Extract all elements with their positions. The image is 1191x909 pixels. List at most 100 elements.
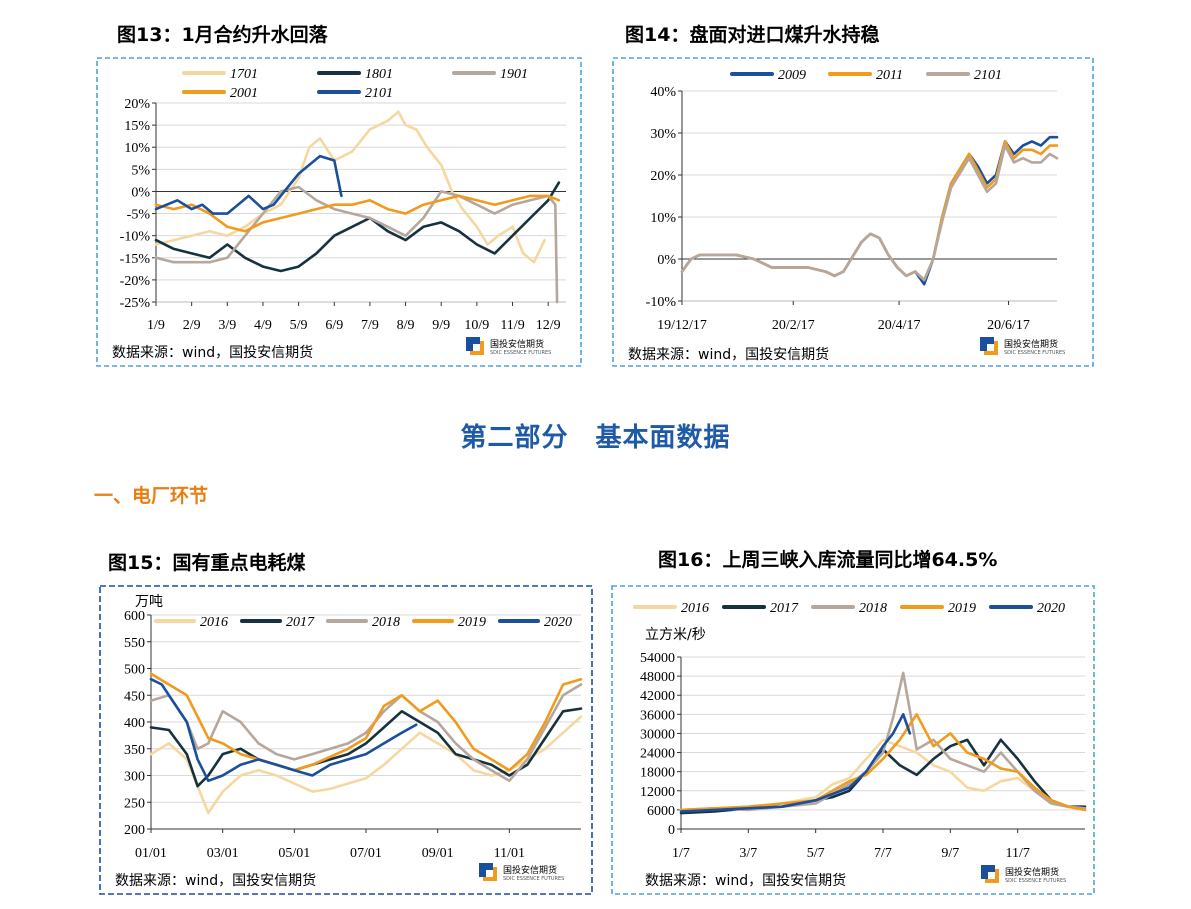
c16-logo-name: 国投安信期货 bbox=[1005, 866, 1059, 878]
c14-border bbox=[612, 57, 1094, 367]
c15-ytick-label: 450 bbox=[124, 689, 145, 704]
c16-ytick-label: 12000 bbox=[640, 785, 675, 800]
chart15-panel: 600 550 500 450 400 350 300 250 200 01/01 03/01 05/… bbox=[99, 585, 593, 895]
c14-logo-sub: SDIC ESSENCE FUTURES bbox=[1004, 350, 1065, 356]
c15-ytick-label: 300 bbox=[124, 770, 145, 785]
c15-xtick-label: 11/01 bbox=[494, 846, 525, 861]
c16-xtick-label: 7/7 bbox=[874, 846, 892, 861]
c14-xtick-label: 20/4/17 bbox=[878, 318, 921, 333]
c15-series-2019 bbox=[149, 672, 583, 772]
c14-ytick-label: -10% bbox=[646, 295, 677, 310]
chart16-panel: 54000 48000 42000 36000 30000 24000 18000 12000… bbox=[611, 585, 1095, 895]
chart16-svg: 54000 48000 42000 36000 30000 24000 18000 12000… bbox=[611, 585, 1095, 895]
c13-xtick-label: 2/9 bbox=[183, 318, 201, 333]
c13-logo-name: 国投安信期货 bbox=[490, 338, 544, 350]
c14-legend-label: 2101 bbox=[974, 68, 1002, 83]
c15-ytick-label: 550 bbox=[124, 636, 145, 651]
chart14-svg: 40% 30% 20% 10% 0% -10% 19/12/17 20/2/17 20/4/17… bbox=[612, 57, 1094, 367]
c13-ytick-label: -15% bbox=[120, 252, 151, 267]
c14-ytick-label: 40% bbox=[650, 85, 676, 100]
chart15-svg: 600 550 500 450 400 350 300 250 200 01/01 03/01 05/… bbox=[99, 585, 593, 895]
c15-ytick-label: 400 bbox=[124, 716, 145, 731]
c13-ytick-label: -10% bbox=[120, 230, 151, 245]
c13-legend-label: 2001 bbox=[230, 86, 258, 101]
chart14-title: 图14：盘面对进口煤升水持稳 bbox=[625, 24, 880, 46]
c13-ytick-label: 10% bbox=[124, 141, 150, 156]
c13-legend-label: 2101 bbox=[365, 86, 393, 101]
chart15-title: 图15：国有重点电耗煤 bbox=[108, 552, 306, 574]
c13-ytick-label: -20% bbox=[120, 274, 151, 289]
c15-xtick-label: 09/01 bbox=[422, 846, 454, 861]
c16-xtick-label: 5/7 bbox=[807, 846, 825, 861]
c15-legend-label: 2018 bbox=[372, 615, 400, 630]
c15-series-2016 bbox=[149, 715, 583, 815]
chart13-title: 图13：1月合约升水回落 bbox=[117, 24, 328, 46]
c16-xtick-label: 1/7 bbox=[672, 846, 690, 861]
c14-legend-label: 2011 bbox=[876, 68, 903, 83]
c16-logo-sub: SDIC ESSENCE FUTURES bbox=[1005, 878, 1066, 884]
c15-xtick-label: 05/01 bbox=[278, 846, 310, 861]
c15-source: 数据来源：wind，国投安信期货 bbox=[115, 872, 316, 889]
c16-legend-label: 2020 bbox=[1037, 601, 1065, 616]
c16-border bbox=[611, 585, 1095, 895]
c14-xtick-label: 19/12/17 bbox=[657, 318, 707, 333]
c13-ytick-label: 0% bbox=[131, 185, 150, 200]
c15-border bbox=[99, 585, 593, 895]
c15-xtick-label: 07/01 bbox=[350, 846, 382, 861]
c13-xtick-label: 8/9 bbox=[397, 318, 415, 333]
c16-ytick-label: 30000 bbox=[640, 727, 675, 742]
c13-legend-label: 1801 bbox=[365, 67, 393, 82]
c14-xtick-label: 20/6/17 bbox=[987, 318, 1030, 333]
c13-xtick-label: 7/9 bbox=[361, 318, 379, 333]
c15-logo-sub: SDIC ESSENCE FUTURES bbox=[503, 876, 564, 882]
c13-source: 数据来源：wind，国投安信期货 bbox=[112, 344, 313, 361]
c13-xtick-label: 11/9 bbox=[500, 318, 524, 333]
c16-ytick-label: 42000 bbox=[640, 689, 675, 704]
c16-ytick-label: 54000 bbox=[640, 651, 675, 666]
c14-ytick-label: 0% bbox=[657, 253, 676, 268]
c13-series-1801 bbox=[154, 181, 561, 273]
c16-ytick-label: 18000 bbox=[640, 766, 675, 781]
c14-ytick-label: 10% bbox=[650, 211, 676, 226]
c16-unit-label: 立方米/秒 bbox=[645, 627, 706, 643]
c16-ytick-label: 36000 bbox=[640, 708, 675, 723]
c13-ytick-label: -5% bbox=[127, 208, 151, 223]
chart16-title: 图16：上周三峡入库流量同比增64.5% bbox=[658, 549, 998, 571]
c13-ytick-label: 20% bbox=[124, 97, 150, 112]
c13-xtick-label: 6/9 bbox=[325, 318, 343, 333]
c15-xtick-label: 01/01 bbox=[135, 846, 167, 861]
c16-xtick-label: 3/7 bbox=[739, 846, 757, 861]
c13-series-2101 bbox=[154, 154, 343, 215]
c13-xtick-label: 1/9 bbox=[147, 318, 165, 333]
c13-legend-label: 1901 bbox=[500, 67, 528, 82]
c14-xtick-label: 20/2/17 bbox=[772, 318, 815, 333]
c13-ytick-label: 5% bbox=[131, 163, 150, 178]
c15-ytick-label: 200 bbox=[124, 823, 145, 838]
section-title: 第二部分 基本面数据 bbox=[460, 423, 731, 453]
c15-ytick-label: 250 bbox=[124, 796, 145, 811]
c15-unit-label: 万吨 bbox=[135, 594, 163, 610]
c13-xtick-label: 4/9 bbox=[254, 318, 272, 333]
c13-ytick-label: 15% bbox=[124, 119, 150, 134]
c15-legend-label: 2019 bbox=[458, 615, 486, 630]
c16-ytick-label: 6000 bbox=[647, 804, 675, 819]
c16-ytick-label: 24000 bbox=[640, 747, 675, 762]
chart14-panel: 40% 30% 20% 10% 0% -10% 19/12/17 20/2/17 20/4/17… bbox=[612, 57, 1094, 367]
c14-series-2101 bbox=[680, 144, 1059, 282]
c14-legend-label: 2009 bbox=[778, 68, 806, 83]
c16-xtick-label: 11/7 bbox=[1005, 846, 1029, 861]
c15-legend-label: 2017 bbox=[286, 615, 315, 630]
c13-series-1901 bbox=[154, 185, 559, 304]
c16-ytick-label: 48000 bbox=[640, 670, 675, 685]
subsection-title: 一、电厂环节 bbox=[94, 485, 209, 507]
c16-legend-label: 2019 bbox=[948, 601, 976, 616]
c13-xtick-label: 3/9 bbox=[218, 318, 236, 333]
c15-ytick-label: 500 bbox=[124, 663, 145, 678]
c15-xtick-label: 03/01 bbox=[207, 846, 239, 861]
c16-series-2019 bbox=[679, 713, 1087, 812]
chart13-panel: 20% 15% 10% 5% 0% -5% -10% -15% -20% -25% 1/9 2/9 3/… bbox=[96, 57, 582, 367]
c16-legend-label: 2018 bbox=[859, 601, 887, 616]
c13-xtick-label: 12/9 bbox=[536, 318, 561, 333]
